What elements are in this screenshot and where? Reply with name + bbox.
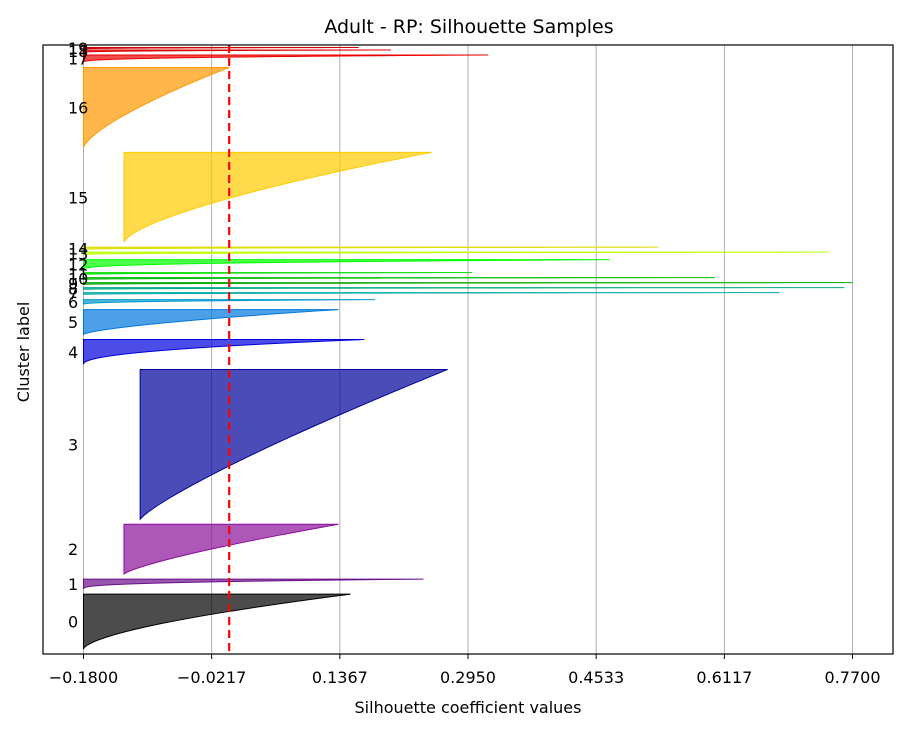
x-tick-label: 0.6117: [696, 668, 752, 687]
silhouette-bar-2: [123, 523, 339, 576]
x-tick-label: −0.1800: [49, 668, 118, 687]
silhouette-bar-16: [82, 66, 230, 148]
cluster-label: 13: [68, 244, 88, 263]
cluster-label: 2: [68, 540, 78, 559]
chart-title: Adult - RP: Silhouette Samples: [324, 16, 613, 38]
silhouette-bar-3: [139, 368, 448, 521]
silhouette-bar-11: [82, 272, 473, 275]
silhouette-bar-0: [82, 593, 351, 650]
cluster-label: 12: [68, 256, 88, 275]
cluster-label: 7: [68, 285, 78, 304]
silhouette-bar-1: [82, 578, 424, 590]
cluster-label: 4: [68, 343, 78, 362]
x-grid: [82, 45, 854, 654]
cluster-label: 17: [68, 50, 88, 69]
silhouette-bars: [82, 46, 853, 650]
silhouette-bar-10: [82, 277, 715, 280]
cluster-label: 3: [68, 435, 78, 454]
cluster-label: 16: [68, 98, 88, 117]
x-tick-label: 0.2950: [440, 668, 496, 687]
silhouette-bar-7: [82, 292, 780, 295]
silhouette-bar-4: [82, 339, 365, 365]
x-tick-label: 0.7700: [825, 668, 881, 687]
x-axis-ticks: −0.1800 −0.0217 0.1367 0.2950 0.4533 0.6117 0.…: [49, 654, 881, 687]
cluster-label: 14: [68, 239, 88, 258]
cluster-label: 6: [68, 293, 78, 312]
silhouette-bar-12: [82, 259, 610, 270]
cluster-label: 1: [68, 575, 78, 594]
cluster-label: 19: [68, 39, 88, 58]
x-tick-label: −0.0217: [177, 668, 246, 687]
x-axis-label: Silhouette coefficient values: [355, 698, 582, 717]
x-tick-label: 0.1367: [312, 668, 368, 687]
silhouette-bar-15: [123, 151, 432, 243]
cluster-label: 11: [68, 265, 88, 284]
silhouette-bar-18: [82, 49, 392, 53]
silhouette-bar-5: [82, 309, 339, 336]
cluster-label: 8: [68, 280, 78, 299]
silhouette-bar-13: [82, 251, 829, 256]
x-tick-label: 0.4533: [568, 668, 624, 687]
silhouette-bar-6: [82, 299, 375, 305]
cluster-label: 0: [68, 613, 78, 632]
cluster-label: 10: [68, 270, 88, 289]
silhouette-bar-14: [82, 246, 659, 251]
silhouette-bar-19: [82, 46, 359, 50]
cluster-label: 9: [68, 275, 78, 294]
silhouette-bar-9: [82, 282, 853, 285]
y-axis-label: Cluster label: [14, 302, 33, 403]
silhouette-bar-8: [82, 287, 845, 290]
cluster-label: 18: [68, 42, 88, 61]
silhouette-bar-17: [82, 54, 489, 63]
cluster-label: 5: [68, 313, 78, 332]
cluster-label: 15: [68, 188, 88, 207]
